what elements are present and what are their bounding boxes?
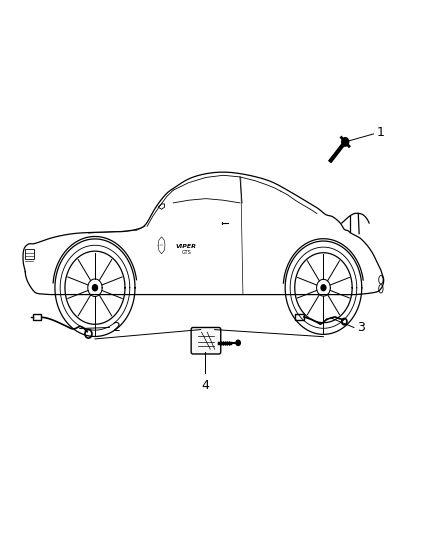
Circle shape [236,340,240,345]
Text: GTS: GTS [181,249,191,255]
FancyBboxPatch shape [191,327,221,354]
Text: 1: 1 [377,126,385,140]
Text: 2: 2 [113,321,120,334]
Circle shape [92,285,98,291]
Circle shape [321,285,326,290]
Bar [25,249,35,259]
Bar [295,314,304,320]
Text: 4: 4 [201,379,209,392]
Text: VIPER: VIPER [176,244,197,249]
Bar [33,314,41,320]
Circle shape [342,138,349,146]
Text: 3: 3 [357,321,365,334]
